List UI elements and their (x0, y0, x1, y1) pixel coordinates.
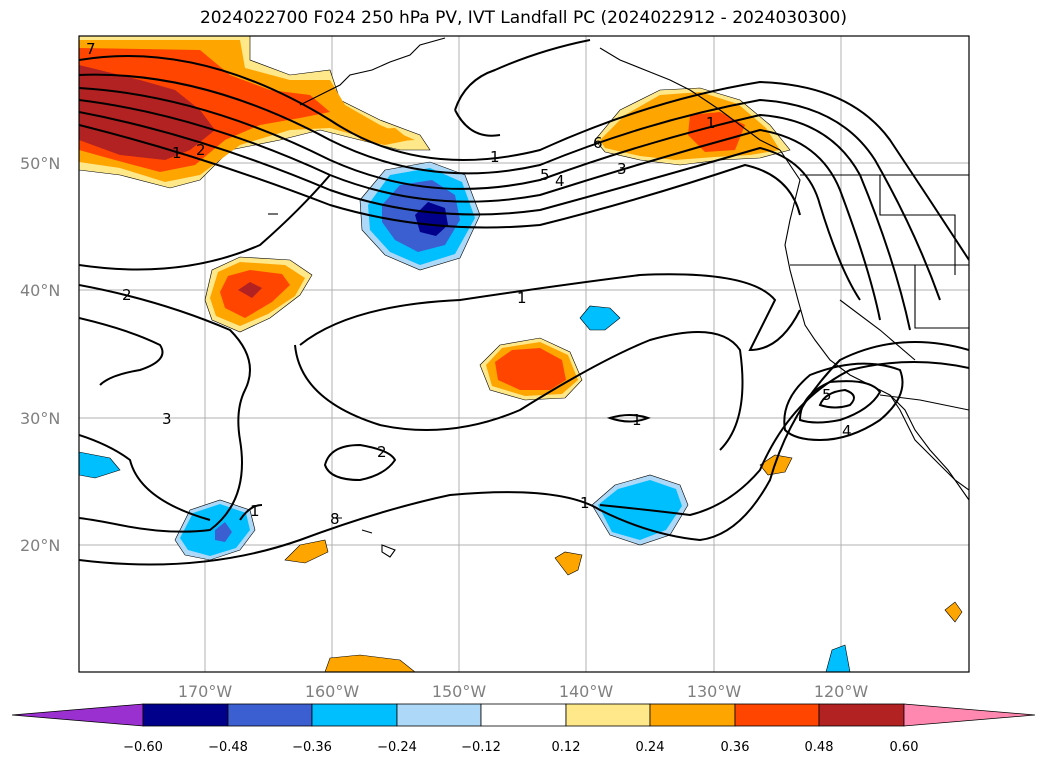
positive-anomaly-west (238, 282, 262, 298)
colorbar-tick-label: 0.48 (805, 740, 834, 755)
lat-label: 40°N (20, 281, 60, 300)
coastlines (268, 37, 969, 558)
colorbar-tick-label: 0.24 (636, 740, 665, 755)
colorbar-over-arrow (903, 703, 1036, 727)
contour-label: 1 (706, 114, 716, 132)
positive-anomaly-central (495, 348, 566, 390)
colorbar-bin (311, 703, 398, 727)
contour-label: 5 (540, 166, 550, 184)
lon-label: 120°W (814, 682, 869, 701)
lat-label: 30°N (20, 409, 60, 428)
colorbar-bin (142, 703, 229, 727)
contour-label: 1 (632, 411, 642, 429)
colorbar-bin (649, 703, 736, 727)
contour-label: 7 (86, 40, 96, 58)
colorbar-bin (480, 703, 567, 727)
map-frame (78, 35, 970, 673)
contour-label: 6 (593, 134, 603, 152)
lat-label: 50°N (20, 154, 60, 173)
colorbar-tick-label: 0.60 (890, 740, 919, 755)
colorbar-tick-label: −0.36 (292, 740, 332, 755)
us-state-border (879, 175, 956, 275)
lon-label: 170°W (178, 682, 233, 701)
north-america-coast (779, 149, 969, 501)
colorbar-under-arrow (11, 703, 144, 727)
contour-label: 8 (330, 510, 340, 528)
colorbar (11, 703, 1036, 727)
us-state-border (914, 265, 969, 329)
contour-label: 1 (250, 502, 260, 520)
baja-coast (889, 394, 969, 491)
map-title: 2024022700 F024 250 hPa PV, IVT Landfall… (199, 8, 847, 28)
lon-label: 130°W (687, 682, 742, 701)
contour-label: 3 (617, 160, 627, 178)
contour-label: 1 (490, 148, 500, 166)
us-mexico-border (879, 394, 969, 411)
alaska-coast (299, 37, 446, 106)
colorbar-bin (734, 703, 820, 727)
lat-label: 20°N (20, 536, 60, 555)
lon-label: 160°W (305, 682, 360, 701)
contour-label: 5 (822, 386, 832, 404)
negative-anomaly-small (79, 451, 121, 479)
colorbar-tick-label: −0.48 (208, 740, 248, 755)
positive-anomaly-small (324, 654, 416, 672)
ivt-contours (79, 39, 969, 566)
contour-label: 3 (162, 410, 172, 428)
colorbar-bin (565, 703, 651, 727)
negative-anomaly-small (825, 644, 851, 672)
lon-label: 140°W (559, 682, 614, 701)
colorbar-tick-label: 0.36 (721, 740, 750, 755)
colorbar-tick-label: −0.12 (461, 740, 501, 755)
positive-anomaly-north (360, 128, 410, 145)
negative-anomaly-small (579, 305, 621, 331)
colorbar-tick-label: 0.12 (552, 740, 581, 755)
colorbar-tick-label: −0.60 (123, 740, 163, 755)
colorbar-tick-label: −0.24 (377, 740, 417, 755)
colorbar-ticks: −0.60 −0.48 −0.36 −0.24 −0.12 0.12 0.24 … (123, 740, 918, 755)
contour-label: 4 (555, 172, 565, 190)
contour-label: 2 (122, 286, 132, 304)
contour-label: 4 (842, 422, 852, 440)
contour-labels: 7 1 2 1 5 4 6 3 2 1 3 2 1 1 1 5 4 8 1 (86, 40, 852, 528)
negative-anomaly-center (415, 202, 448, 236)
latitude-labels: 50°N 40°N 30°N 20°N (20, 154, 60, 555)
hawaii-islands (335, 517, 396, 558)
colorbar-bin (227, 703, 313, 727)
negative-anomaly-southwest (215, 522, 232, 542)
contour-label: 1 (172, 144, 182, 162)
lon-label: 150°W (432, 682, 487, 701)
positive-anomaly-small (944, 601, 963, 623)
longitude-labels: 170°W 160°W 150°W 140°W 130°W 120°W (178, 682, 869, 701)
contour-label: 1 (580, 494, 590, 512)
colorbar-bin (396, 703, 482, 727)
us-state-border (839, 299, 916, 361)
positive-anomaly-small (554, 551, 583, 576)
positive-anomaly-small (284, 539, 329, 564)
colorbar-bin (818, 703, 905, 727)
contour-label: 2 (377, 443, 387, 461)
contour-label: 2 (196, 141, 206, 159)
contour-label: 1 (517, 289, 527, 307)
positive-anomaly-small (759, 454, 793, 476)
